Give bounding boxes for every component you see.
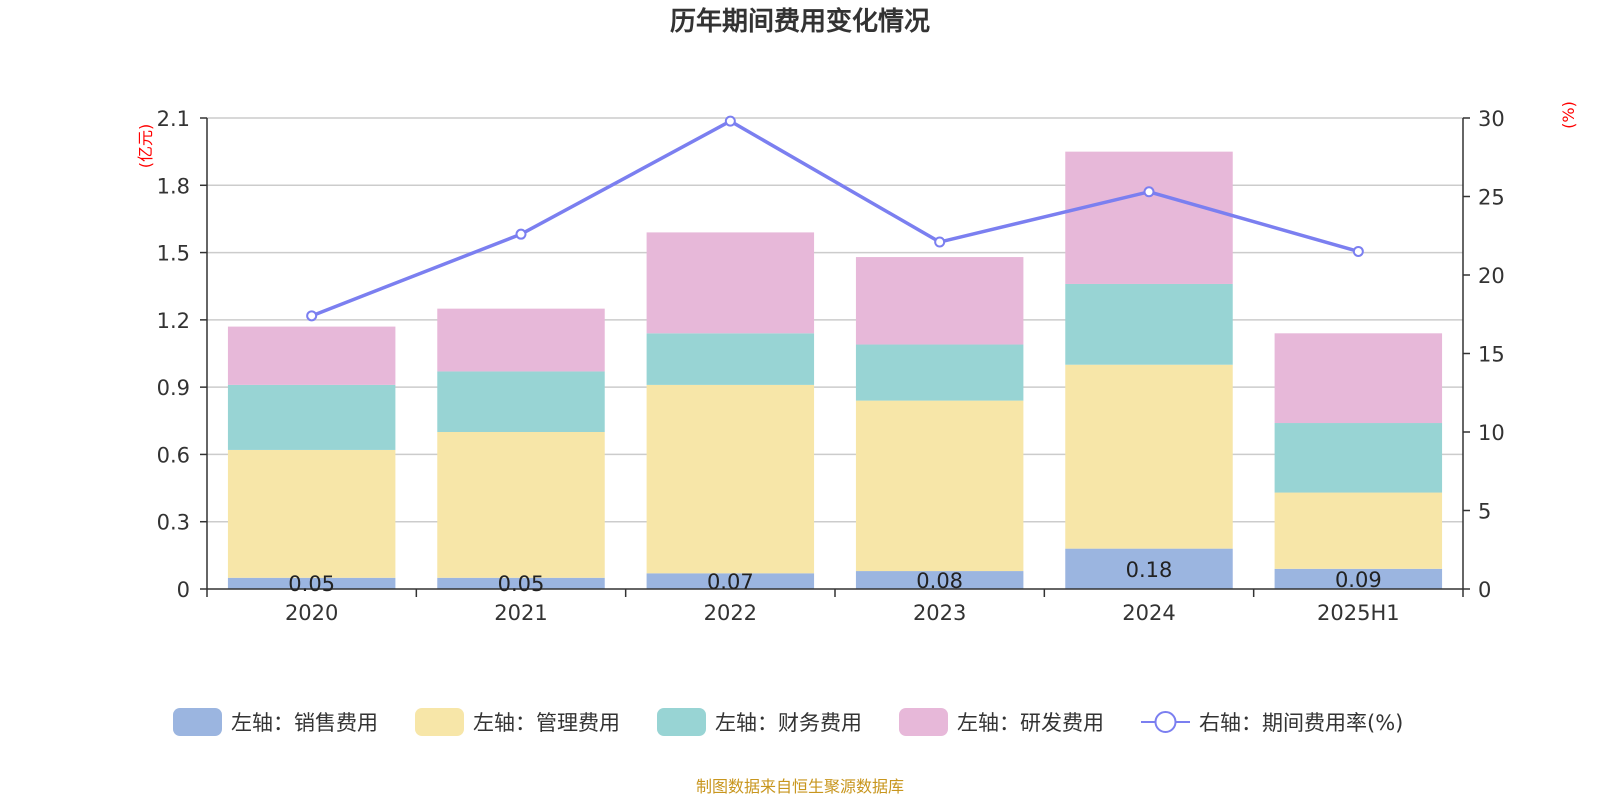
legend-label: 左轴：销售费用: [231, 711, 378, 735]
bar-series-2-2020[interactable]: [227, 384, 396, 450]
data-source-note: 制图数据来自恒生聚源数据库: [696, 777, 904, 796]
left-axis-unit: (亿元): [136, 124, 155, 169]
bar-series-0-2021[interactable]: [437, 577, 605, 589]
bar-series-1-2023[interactable]: [855, 400, 1024, 572]
right-axis-tick-label: 10: [1478, 421, 1505, 445]
bar-data-label: 0.18: [1126, 558, 1173, 582]
bar-series-1-2022[interactable]: [646, 384, 815, 574]
expense-rate-point-2023[interactable]: [934, 236, 946, 248]
bar-data-label: 0.07: [707, 570, 754, 594]
bar-series-0-2025H1[interactable]: [1274, 568, 1443, 589]
legend-swatch: [899, 708, 948, 736]
legend-swatch: [415, 708, 464, 736]
legend-label: 左轴：研发费用: [957, 711, 1104, 735]
bar-data-label: 0.09: [1335, 568, 1382, 592]
chart-title: 历年期间费用变化情况: [670, 6, 930, 37]
legend-swatch: [657, 708, 706, 736]
right-axis-tick-label: 5: [1478, 500, 1491, 524]
bar-series-1-2021[interactable]: [437, 432, 605, 578]
legend-item[interactable]: 左轴：研发费用: [899, 708, 1104, 736]
bar-series-0-2022[interactable]: [646, 573, 815, 589]
right-axis-tick-label: 30: [1478, 107, 1505, 131]
bar-series-2-2021[interactable]: [437, 371, 605, 432]
bar-series-0-2020[interactable]: [227, 577, 396, 589]
expense-rate-point-2020[interactable]: [306, 310, 318, 322]
right-axis-tick-label: 15: [1478, 343, 1505, 367]
left-axis-tick-label: 1.5: [157, 242, 190, 266]
bar-series-2-2023[interactable]: [855, 344, 1024, 401]
legend-item[interactable]: 左轴：管理费用: [415, 708, 620, 736]
right-axis-tick-label: 20: [1478, 264, 1505, 288]
expense-rate-line: [311, 119, 1359, 318]
legend-swatch: [173, 708, 222, 736]
bar-series-2-2025H1[interactable]: [1274, 423, 1443, 493]
legend-item[interactable]: 左轴：财务费用: [657, 708, 862, 736]
legend-item[interactable]: 左轴：销售费用: [173, 708, 378, 736]
left-axis-tick-label: 0.3: [157, 511, 190, 535]
gridlines: [207, 117, 1463, 523]
expense-rate-point-2025H1[interactable]: [1352, 245, 1364, 257]
bar-series-2-2022[interactable]: [646, 333, 815, 385]
expense-rate-point-2022[interactable]: [724, 115, 736, 127]
left-axis-tick-label: 0: [177, 578, 190, 602]
bar-data-label: 0.08: [916, 569, 963, 593]
bar-series-3-2024[interactable]: [1065, 151, 1233, 284]
left-axis-tick-label: 1.8: [157, 174, 190, 198]
bar-data-label: 0.05: [288, 572, 335, 596]
bar-series-3-2025H1[interactable]: [1274, 333, 1443, 424]
line-series: [306, 115, 1364, 322]
expense-rate-point-2021[interactable]: [515, 228, 527, 240]
bar-series-3-2021[interactable]: [437, 308, 605, 372]
bar-data-label: 0.05: [498, 572, 545, 596]
x-axis-tick-label: 2020: [285, 601, 338, 625]
x-axis-tick-label: 2024: [1122, 601, 1175, 625]
right-axis-unit: (%): [1559, 101, 1578, 129]
legend-label: 左轴：财务费用: [715, 711, 862, 735]
bar-series-3-2023[interactable]: [855, 257, 1024, 345]
left-axis-tick-label: 0.6: [157, 443, 190, 467]
bar-series-0-2024[interactable]: [1065, 548, 1233, 589]
right-axis-tick-label: 0: [1478, 578, 1491, 602]
x-axis-tick-label: 2021: [494, 601, 547, 625]
bar-series-0-2023[interactable]: [855, 571, 1024, 589]
legend-marker: [1154, 711, 1177, 733]
right-axis-tick-label: 25: [1478, 186, 1505, 210]
legend-label: 左轴：管理费用: [473, 711, 620, 735]
left-axis-tick-label: 1.2: [157, 309, 190, 333]
bar-series: [227, 151, 1443, 589]
legend-item[interactable]: 右轴：期间费用率(%): [1141, 711, 1403, 735]
left-axis-tick-label: 2.1: [157, 107, 190, 131]
left-axis-tick-label: 0.9: [157, 376, 190, 400]
bar-series-1-2020[interactable]: [227, 449, 396, 578]
axes: 0 0.3 0.6 0.9 1.2 1.5 1.8 2.1 0 5 10 15 20 25 30 2020 20…: [157, 107, 1505, 625]
bar-series-3-2022[interactable]: [646, 232, 815, 334]
expense-rate-point-2024[interactable]: [1143, 186, 1155, 198]
bar-series-2-2024[interactable]: [1065, 283, 1233, 365]
bar-series-1-2024[interactable]: [1065, 364, 1233, 549]
bar-series-1-2025H1[interactable]: [1274, 492, 1443, 569]
x-axis-tick-label: 2022: [704, 601, 757, 625]
legend[interactable]: 左轴：销售费用 左轴：管理费用 左轴：财务费用 左轴：研发费用 右轴：期间费用率(%): [173, 708, 1403, 736]
data-labels: 0.05 0.05 0.07 0.08 0.18 0.09: [288, 558, 1381, 596]
x-axis-tick-label: 2023: [913, 601, 966, 625]
legend-label: 右轴：期间费用率(%): [1199, 711, 1403, 735]
bar-series-3-2020[interactable]: [227, 326, 396, 385]
x-axis-tick-label: 2025H1: [1317, 601, 1400, 625]
